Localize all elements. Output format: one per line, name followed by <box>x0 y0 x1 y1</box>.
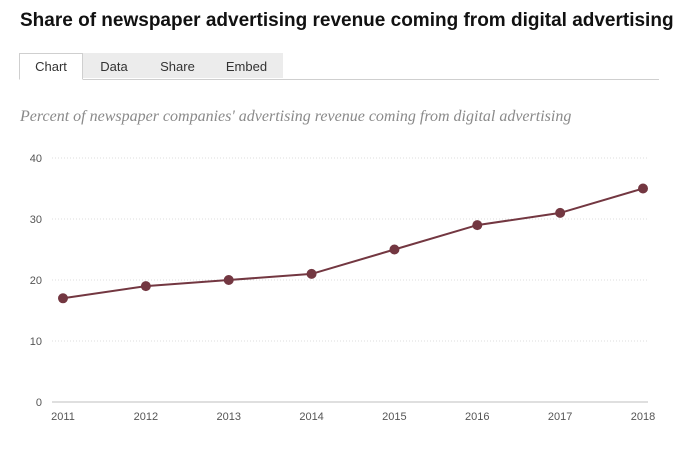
chart-title: Share of newspaper advertising revenue c… <box>20 10 674 31</box>
x-tick-label: 2017 <box>548 411 572 423</box>
y-tick-label: 40 <box>30 153 42 165</box>
data-point[interactable] <box>555 207 566 218</box>
series-line-group <box>58 183 648 304</box>
x-tick-label: 2012 <box>134 411 158 423</box>
tab-share[interactable]: Share <box>145 53 210 78</box>
tab-embed[interactable]: Embed <box>210 53 283 78</box>
x-tick-label: 2011 <box>51 411 75 423</box>
x-tick-label: 2013 <box>216 411 240 423</box>
data-point[interactable] <box>223 275 234 285</box>
x-tick-label: 2018 <box>631 411 655 423</box>
chart-subtitle: Percent of newspaper companies' advertis… <box>20 108 572 125</box>
y-tick-label: 0 <box>36 397 42 409</box>
y-tick-label: 30 <box>30 214 42 226</box>
data-point[interactable] <box>389 244 400 255</box>
data-point[interactable] <box>472 220 483 231</box>
y-tick-label: 20 <box>30 275 42 287</box>
series-line <box>62 187 644 300</box>
tab-bar: Chart Data Share Embed <box>19 53 659 80</box>
axes: 0 10 20 30 40 2011 2012 2013 2014 2015 2016 2017 201… <box>30 153 655 423</box>
data-point[interactable] <box>58 293 68 304</box>
tab-chart[interactable]: Chart <box>19 53 83 80</box>
y-tick-label: 10 <box>30 336 42 348</box>
gridlines <box>52 157 648 342</box>
x-tick-label: 2015 <box>382 411 406 423</box>
data-point[interactable] <box>638 183 648 194</box>
data-point[interactable] <box>140 281 151 292</box>
data-point[interactable] <box>306 268 317 279</box>
x-tick-label: 2014 <box>299 411 323 423</box>
x-tick-label: 2016 <box>465 411 489 423</box>
tab-data[interactable]: Data <box>83 53 145 78</box>
